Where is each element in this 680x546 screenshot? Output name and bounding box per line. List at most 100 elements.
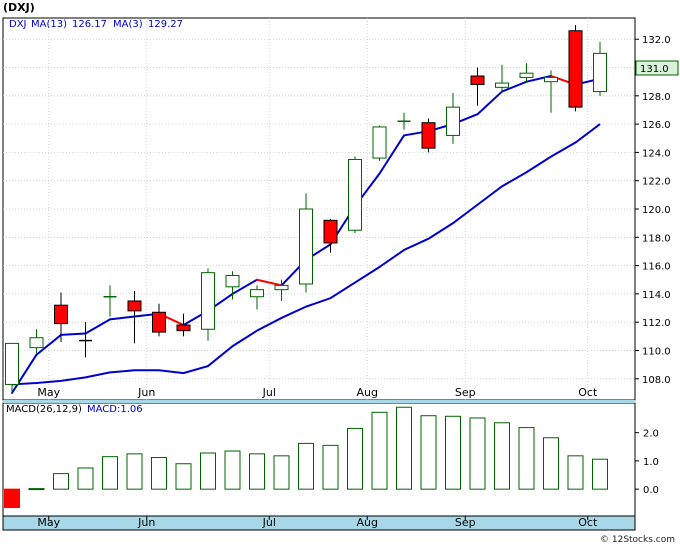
macd-bar [494,422,510,490]
candle-body [250,289,264,298]
price-tick-label: 110.0 [642,346,671,357]
macd-panel [2,402,636,517]
last-price-tag: 131.0 [640,64,669,75]
macd-bar [347,427,363,490]
ma13-legend-value: 126.17 [72,19,107,30]
ma3-segment [378,134,405,175]
macd-bar [518,427,535,490]
price-month-label: Sep [455,386,476,399]
candle-body [568,30,583,108]
macd-bar [371,411,388,490]
candles-layer [5,25,607,393]
price-tick-label: 114.0 [642,290,671,301]
candle-body [470,75,485,85]
ma3-segment [84,318,111,335]
macd-bar [298,442,314,490]
price-month-label: Jun [137,386,155,399]
macd-bar [445,415,461,490]
candle-body [299,208,313,285]
macd-bars-layer [4,406,608,509]
candle-body [225,274,240,288]
macd-bar [53,473,69,490]
ma13-line-layer [11,123,601,386]
price-tick-label: 118.0 [642,233,671,244]
macd-bar [396,406,412,490]
macd-tick-label: 1.0 [643,457,659,468]
price-tick-label: 122.0 [642,177,671,188]
macd-bar [77,467,94,490]
price-month-label: Aug [357,386,378,399]
month-axis: May May Jun Jun Jul Jul Aug Aug Sep Sep Oct Oct [37,386,598,529]
macd-legend-label: MACD(26,12,9) [6,404,82,415]
ma3-segment [109,315,136,321]
macd-month-label: Aug [357,516,378,529]
price-month-label: Oct [578,386,598,399]
macd-bar [126,453,143,490]
last-price-tag-box [635,60,679,76]
price-month-band [3,400,635,403]
price-month-label: Jul [262,386,276,399]
candle-body [152,311,166,333]
price-tick-label: 124.0 [642,148,671,159]
macd-bar [567,455,584,490]
candle-body [274,284,289,291]
candle-body [519,72,534,78]
macd-bar [273,455,290,490]
macd-bar [322,444,339,490]
price-tick-label: 128.0 [642,92,671,103]
macd-month-label: Jul [262,516,276,529]
macd-month-label: Jun [137,516,155,529]
ma3-segment [11,353,38,394]
macd-month-label: Sep [455,516,476,529]
macd-bar [224,450,241,490]
price-grid [3,18,635,400]
candle-body [201,272,215,330]
candle-body [348,158,362,231]
macd-y-axis: 0.0 1.0 2.0 [635,429,659,496]
macd-bar [200,452,216,490]
macd-bar [151,457,167,490]
candle-body [372,126,387,159]
candle-body [323,219,338,244]
candle-body [593,52,607,93]
candle-body [446,106,460,136]
ma3-legend-label: MA(3) [113,19,143,30]
ma13-legend-label: MA(13) [31,19,67,30]
ma3-legend-value: 129.27 [148,19,183,30]
macd-month-label: May [37,516,60,529]
price-tick-label: 108.0 [642,375,671,386]
price-y-axis: 108.0 110.0 112.0 114.0 116.0 118.0 120.0 122.0… [635,35,671,386]
macd-legend-value: MACD:1.06 [87,404,143,415]
macd-tick-label: 0.0 [643,485,659,496]
price-tick-label: 112.0 [642,318,671,329]
candle-body [176,324,191,332]
price-tick-label: 132.0 [642,35,671,46]
ma3-segment [256,278,283,287]
price-month-label: May [37,386,60,399]
candle-body [544,76,558,83]
candle-body [421,122,436,149]
ma3-segment [35,333,62,356]
candle-body [54,304,68,325]
ma3-segment [501,80,528,93]
candle-body [495,82,509,88]
macd-bar [469,417,486,490]
price-tick-label: 116.0 [642,262,671,273]
ma3-segment [60,332,87,336]
candle-body [127,300,142,312]
macd-bar [420,415,437,490]
ma3-segment [231,278,258,295]
price-tick-label: 126.0 [642,120,671,131]
macd-bar [249,453,265,490]
price-tick-label: 120.0 [642,205,671,216]
macd-bar [592,458,608,490]
macd-bar [543,437,559,490]
macd-tick-label: 2.0 [643,429,659,440]
price-legend-symbol: DXJ [9,19,27,30]
macd-month-label: Oct [578,516,598,529]
macd-bar [175,463,192,490]
macd-bar [4,488,20,509]
ma3-segment [476,90,503,116]
